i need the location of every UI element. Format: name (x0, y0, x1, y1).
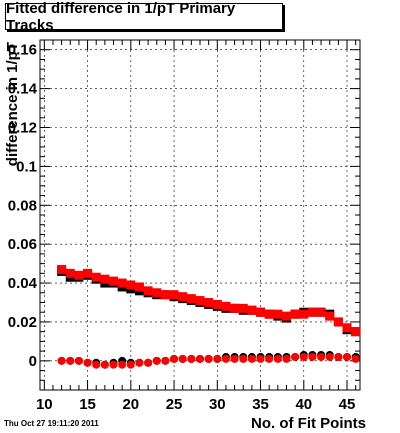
x-tick-label: 25 (166, 396, 183, 413)
data-point-circle-red (187, 354, 196, 363)
data-point-square-red (351, 327, 361, 337)
data-point-circle-red (351, 354, 360, 363)
y-tick-label: 0.14 (8, 81, 38, 98)
data-point-circle-red (317, 352, 326, 361)
data-point-circle-red (308, 352, 317, 361)
data-point-square-red (307, 307, 317, 317)
y-tick-label: 0 (29, 353, 37, 370)
y-tick-label: 0.08 (8, 197, 37, 214)
data-point-circle-red (239, 354, 248, 363)
data-point-circle-red (299, 352, 308, 361)
x-tick-label: 30 (209, 396, 226, 413)
data-point-circle-red (144, 358, 153, 367)
data-point-circle-red (325, 352, 334, 361)
data-point-square-red (316, 307, 326, 317)
data-point-circle-red (161, 356, 170, 365)
data-point-square-red (134, 282, 144, 292)
data-point-square-red (299, 309, 309, 319)
data-point-square-red (186, 294, 196, 304)
data-point-square-red (212, 299, 222, 309)
data-point-circle-red (178, 354, 187, 363)
data-point-square-red (230, 303, 240, 313)
y-axis-title: difference in 1/pT (4, 42, 21, 166)
data-point-circle-red (204, 354, 213, 363)
data-point-circle-red (109, 360, 118, 369)
y-tick-label: 0.12 (8, 120, 37, 137)
data-point-circle-red (265, 354, 274, 363)
data-point-square-red (178, 292, 188, 302)
data-point-circle-red (135, 358, 144, 367)
data-point-square-red (238, 303, 248, 313)
data-point-circle-red (152, 356, 161, 365)
data-point-square-red (65, 268, 75, 278)
data-point-circle-red (213, 354, 222, 363)
data-point-circle-red (66, 356, 75, 365)
data-point-circle-red (221, 354, 230, 363)
data-point-circle-red (170, 354, 179, 363)
data-point-circle-red (126, 360, 135, 369)
data-point-circle-red (57, 356, 66, 365)
x-tick-label: 20 (122, 396, 139, 413)
data-point-circle-red (83, 358, 92, 367)
data-point-circle-red (343, 352, 352, 361)
data-point-square-red (74, 270, 84, 280)
data-point-square-red (333, 317, 343, 327)
data-point-square-red (100, 274, 110, 284)
data-point-square-red (160, 290, 170, 300)
data-point-circle-red (291, 352, 300, 361)
data-point-circle-red (118, 360, 127, 369)
x-axis-title: No. of Fit Points (251, 415, 366, 432)
y-tick-label: 0.16 (8, 42, 37, 59)
data-point-square-red (126, 280, 136, 290)
data-point-square-red (281, 311, 291, 321)
data-point-square-red (290, 309, 300, 319)
y-tick-label: 0.06 (8, 236, 37, 253)
x-tick-label: 45 (339, 396, 356, 413)
data-point-square-red (264, 309, 274, 319)
chart-title: Fitted difference in 1/pT Primary Tracks (5, 0, 283, 34)
data-point-square-red (83, 268, 93, 278)
x-tick-label: 40 (295, 396, 312, 413)
y-tick-label: 0.1 (16, 158, 37, 175)
data-point-square-red (247, 305, 257, 315)
data-point-circle-red (273, 354, 282, 363)
data-point-circle-red (256, 354, 265, 363)
data-point-circle-red (334, 352, 343, 361)
data-point-square-red (221, 301, 231, 311)
data-point-square-red (57, 264, 67, 274)
y-tick-label: 0.04 (8, 275, 38, 292)
data-point-circle-red (100, 360, 109, 369)
data-point-square-red (143, 286, 153, 296)
data-point-circle-red (196, 354, 204, 363)
data-point-circle-red (247, 354, 256, 363)
data-point-square-red (91, 272, 101, 282)
data-point-circle-red (92, 360, 101, 369)
data-point-circle-red (230, 354, 239, 363)
x-tick-label: 10 (36, 396, 53, 413)
data-point-square-red (117, 278, 127, 288)
y-tick-label: 0.02 (8, 314, 37, 331)
data-point-square-red (256, 307, 266, 317)
data-point-circle-red (74, 356, 83, 365)
data-point-square-red (152, 288, 162, 298)
data-point-square-red (325, 311, 335, 321)
x-tick-label: 15 (79, 396, 96, 413)
data-point-circle-red (282, 354, 291, 363)
data-point-square-red (109, 276, 119, 286)
x-tick-label: 35 (252, 396, 269, 413)
data-point-square-red (169, 290, 179, 300)
data-point-square-red (273, 309, 283, 319)
data-point-square-red (342, 323, 352, 333)
plot-frame (39, 39, 361, 391)
data-point-square-red (195, 296, 205, 306)
data-point-square-red (204, 298, 214, 307)
timestamp-footer: Thu Oct 27 19:11:20 2011 (4, 419, 99, 428)
